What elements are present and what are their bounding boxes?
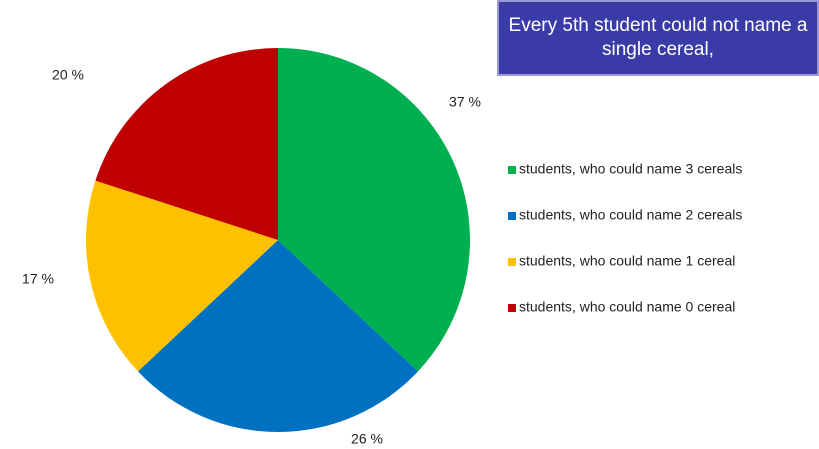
legend-swatch <box>508 304 516 312</box>
data-label: 37 % <box>449 94 481 110</box>
pie-slice <box>278 48 471 372</box>
pie-slice <box>138 240 418 432</box>
data-label: 20 % <box>52 67 84 83</box>
data-label: 17 % <box>22 271 54 287</box>
data-label: 26 % <box>351 431 383 447</box>
legend-label: students, who could name 1 cereal <box>519 253 735 269</box>
pie-slice <box>86 180 278 372</box>
pie-slice <box>95 48 278 240</box>
legend-label: students, who could name 3 cereals <box>519 161 742 177</box>
legend-swatch <box>508 212 516 220</box>
legend-label: students, who could name 2 cereals <box>519 207 742 223</box>
legend-label: students, who could name 0 cereal <box>519 299 735 315</box>
legend-swatch <box>508 166 516 174</box>
legend-swatch <box>508 258 516 266</box>
annotation-box: Every 5th student could not name a singl… <box>497 0 819 76</box>
